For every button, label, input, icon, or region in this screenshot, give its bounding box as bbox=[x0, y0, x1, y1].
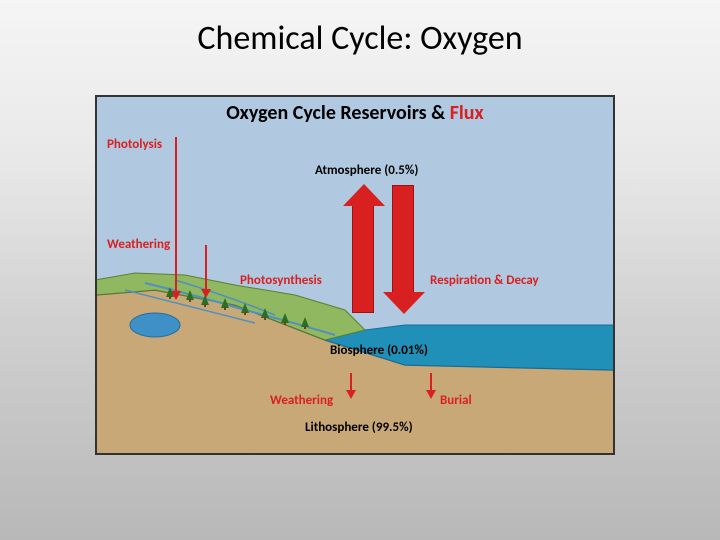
weathering-bottom-label: Weathering bbox=[270, 393, 333, 408]
burial-label: Burial bbox=[440, 393, 472, 408]
diagram-title: Oxygen Cycle Reservoirs & Flux bbox=[95, 101, 615, 125]
respiration-arrow bbox=[392, 185, 414, 295]
title-flux: Flux bbox=[450, 101, 484, 125]
photolysis-arrow bbox=[175, 137, 177, 292]
weathering-top-label: Weathering bbox=[107, 237, 170, 252]
photolysis-label: Photolysis bbox=[107, 137, 162, 152]
respiration-label: Respiration & Decay bbox=[430, 273, 539, 288]
title-prefix: Oxygen Cycle Reservoirs & bbox=[226, 101, 449, 125]
biosphere-label: Biosphere (0.01%) bbox=[330, 343, 428, 358]
oxygen-cycle-diagram: Oxygen Cycle Reservoirs & Flux Photolysi… bbox=[95, 95, 615, 455]
slide-title: Chemical Cycle: Oxygen bbox=[0, 0, 720, 59]
lithosphere-label: Lithosphere (99.5%) bbox=[305, 420, 413, 435]
photosynthesis-arrow bbox=[352, 203, 374, 313]
weathering-bottom-arrow bbox=[350, 373, 352, 391]
photosynthesis-label: Photosynthesis bbox=[240, 273, 322, 288]
burial-arrow bbox=[430, 373, 432, 391]
atmosphere-label: Atmosphere (0.5%) bbox=[315, 163, 418, 178]
weathering-top-arrow bbox=[205, 245, 207, 290]
